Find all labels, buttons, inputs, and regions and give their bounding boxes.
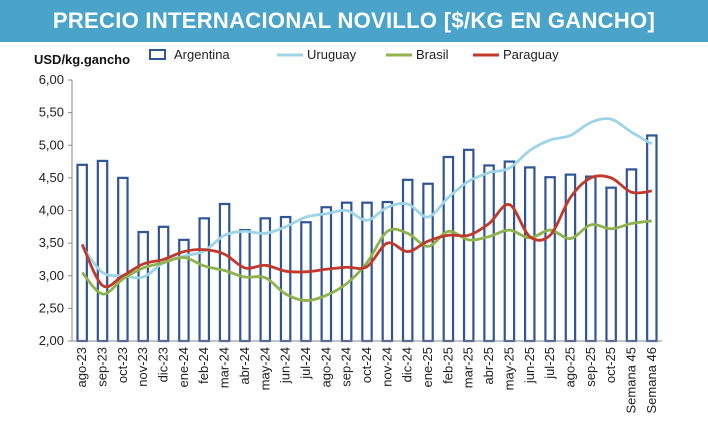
- y-tick-label: 2,00: [39, 333, 64, 348]
- x-tick-label: oct-24: [359, 347, 374, 383]
- y-tick-label: 3,50: [39, 235, 64, 250]
- bar-argentina: [442, 155, 455, 343]
- bar-argentina: [320, 206, 333, 343]
- x-tick-label: dic-24: [400, 347, 415, 382]
- y-tick-label: 6,00: [39, 72, 64, 87]
- bar-argentina: [361, 201, 373, 343]
- x-tick-label: ago-23: [74, 347, 89, 387]
- x-tick-label: nov-24: [379, 347, 394, 387]
- bar-argentina: [585, 175, 597, 343]
- bar-argentina: [117, 176, 129, 343]
- bar-argentina: [96, 159, 109, 343]
- y-tick-label: 4,50: [39, 170, 64, 185]
- y-tick-label: 5,00: [39, 137, 64, 152]
- x-tick-label: may-24: [257, 347, 272, 390]
- x-tick-label: jul-24: [298, 347, 313, 380]
- bar-argentina: [157, 225, 170, 343]
- bar-argentina: [279, 215, 292, 343]
- legend-swatch-argentina: [149, 49, 166, 60]
- y-axis: 2,00 2,50 3,00 3,50 4,00 4,50 5,00 5,50 6,00: [39, 72, 73, 348]
- legend-label-brasil: Brasil: [416, 47, 449, 62]
- x-tick-label: feb-25: [440, 347, 455, 384]
- x-tick-label: mar-25: [461, 347, 476, 388]
- legend-label-paraguay: Paraguay: [503, 47, 559, 62]
- bar-argentina: [239, 228, 251, 343]
- chart-area: USD/kg.gancho Argentina Uruguay Brasil Para…: [34, 47, 662, 414]
- x-tick-label: ene-24: [176, 347, 191, 387]
- chart-title-banner: PRECIO INTERNACIONAL NOVILLO [$/KG EN GA…: [0, 0, 708, 42]
- y-tick-label: 2,50: [39, 300, 64, 315]
- x-tick-label: abr-25: [481, 347, 496, 385]
- legend: Argentina Uruguay Brasil Paraguay: [149, 47, 559, 62]
- x-tick-label: may-25: [501, 347, 516, 390]
- x-tick-label: feb-24: [196, 347, 211, 384]
- x-tick-label: nov-23: [135, 347, 150, 387]
- x-tick-label: ene-25: [420, 347, 435, 387]
- legend-label-uruguay: Uruguay: [307, 47, 357, 62]
- x-tick-label: abr-24: [237, 347, 252, 385]
- x-tick-label: sep-24: [339, 347, 354, 387]
- y-tick-label: 3,00: [39, 268, 64, 283]
- x-tick-label: dic-23: [156, 347, 171, 382]
- x-tick-label: ago-25: [562, 347, 577, 387]
- x-tick-label: sep-25: [583, 347, 598, 387]
- x-tick-label: oct-25: [603, 347, 618, 383]
- x-tick-label: oct-23: [115, 347, 130, 383]
- y-axis-label: USD/kg.gancho: [34, 52, 130, 67]
- x-tick-label: Semana 46: [644, 347, 659, 414]
- x-tick-label: sep-23: [95, 347, 110, 387]
- x-tick-label: mar-24: [217, 347, 232, 388]
- line-paraguay: [80, 174, 653, 289]
- bar-argentina: [340, 201, 353, 343]
- bar-argentina: [422, 182, 434, 343]
- legend-label-argentina: Argentina: [174, 47, 230, 62]
- bar-argentina: [483, 164, 495, 343]
- bar-argentina: [544, 176, 556, 343]
- bar-argentina: [646, 134, 658, 343]
- bar-argentina: [300, 221, 312, 343]
- bar-argentina: [605, 186, 617, 343]
- x-tick-label: jul-25: [542, 347, 557, 380]
- y-tick-label: 5,50: [39, 105, 64, 120]
- series-lines: [80, 117, 653, 302]
- bar-argentina: [503, 160, 516, 343]
- x-tick-label: jun-25: [522, 347, 537, 384]
- x-tick-label: jun-24: [278, 347, 293, 384]
- chart-title: PRECIO INTERNACIONAL NOVILLO [$/KG EN GA…: [52, 8, 656, 33]
- bar-argentina: [625, 168, 638, 343]
- x-tick-label: Semana 45: [623, 347, 638, 414]
- bar-argentina: [523, 166, 536, 343]
- line-brasil: [81, 219, 653, 302]
- bar-argentina: [198, 217, 211, 343]
- x-tick-label: ago-24: [318, 347, 333, 387]
- bar-argentina: [137, 230, 149, 343]
- y-tick-label: 4,00: [39, 203, 64, 218]
- x-axis: ago-23 sep-23 oct-23 nov-23 dic-23 ene-24 feb-…: [72, 340, 662, 414]
- bar-argentina: [381, 200, 394, 343]
